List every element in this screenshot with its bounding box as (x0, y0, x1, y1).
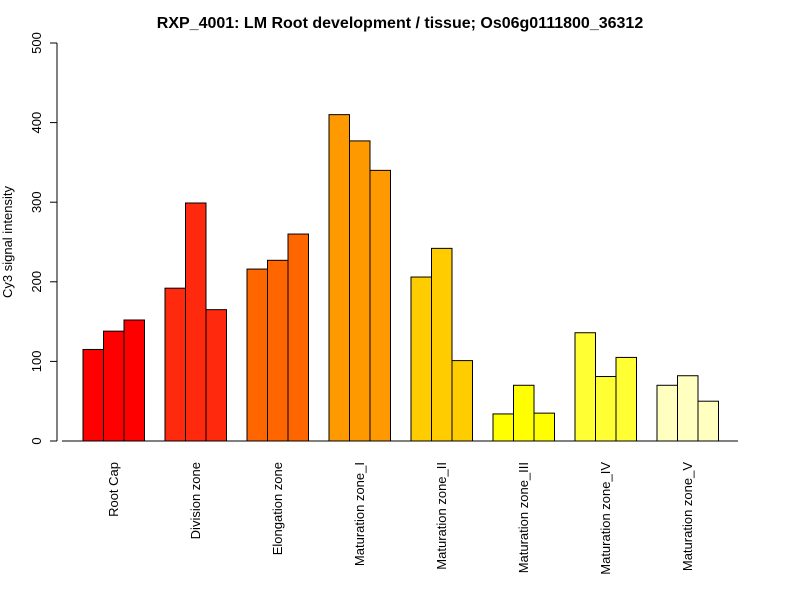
bar (656, 384, 678, 442)
bar (369, 169, 391, 442)
bar (595, 376, 617, 442)
x-tick-label: Maturation zone_IV (598, 462, 613, 575)
bars (82, 114, 719, 442)
y-tick-label: 500 (29, 32, 44, 54)
y-tick-label: 400 (29, 112, 44, 134)
x-tick-label: Maturation zone_II (434, 462, 449, 570)
bar (267, 259, 289, 442)
bar (205, 309, 227, 442)
bar (328, 114, 350, 442)
bar (349, 140, 371, 442)
x-tick-label: Division zone (188, 462, 203, 539)
y-axis: 0 100 200 300 400 500 (29, 32, 58, 445)
bar (410, 276, 432, 442)
bar (533, 412, 555, 442)
x-tick-label: Root Cap (106, 462, 121, 517)
y-tick-label: 300 (29, 191, 44, 213)
bar (677, 375, 699, 442)
chart-title: RXP_4001: LM Root development / tissue; … (157, 15, 644, 32)
bar (123, 319, 145, 442)
bar (103, 330, 125, 442)
x-tick-label: Maturation zone_III (516, 462, 531, 573)
y-tick-label: 100 (29, 351, 44, 373)
x-labels: Root Cap Division zone Elongation zone Matu… (106, 462, 695, 575)
y-tick-label: 200 (29, 271, 44, 293)
bar (492, 413, 514, 442)
bar (164, 287, 186, 442)
bar (615, 356, 637, 442)
bar (431, 247, 453, 442)
x-tick-label: Elongation zone (270, 462, 285, 555)
bar (185, 202, 207, 442)
y-axis-label: Cy3 signal intensity (0, 186, 15, 298)
bar (451, 360, 473, 442)
bar (246, 268, 268, 442)
bar (697, 400, 719, 442)
x-tick-label: Maturation zone_I (352, 462, 367, 566)
bar (574, 332, 596, 442)
bar (513, 384, 535, 442)
y-tick-label: 0 (29, 437, 44, 444)
bar (287, 233, 309, 442)
x-tick-label: Maturation zone_V (680, 462, 695, 571)
bar (82, 348, 104, 442)
